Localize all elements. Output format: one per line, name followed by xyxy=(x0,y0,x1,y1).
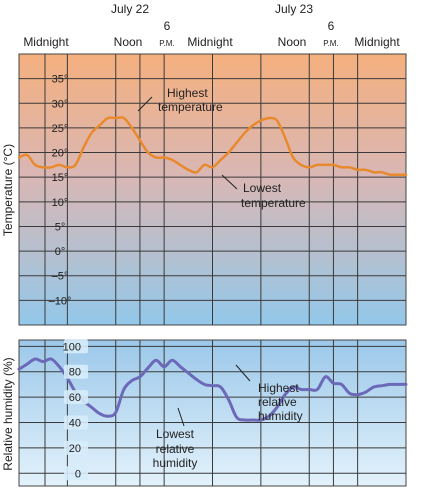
time-label-6pm-1-sub: P.M. xyxy=(159,39,174,48)
date-label-july-22: July 22 xyxy=(111,2,149,16)
annotation-lowest-humidity-leader xyxy=(177,407,185,427)
time-label-midnight-3: Midnight xyxy=(354,35,400,49)
time-label-midnight-1: Midnight xyxy=(23,35,69,49)
x-axis-header: July 22 July 23 Midnight Noon 6 P.M. Mid… xyxy=(23,2,400,49)
annotation-lowest-relative-humidity: Lowest relative humidity xyxy=(153,407,198,470)
time-label-6pm-2: 6 xyxy=(328,19,335,33)
tick-label-background xyxy=(64,339,88,354)
humidity-grid xyxy=(19,340,406,486)
annotation-lowest-temperature: Lowest temperature xyxy=(221,174,306,210)
time-label-noon-2: Noon xyxy=(278,35,307,49)
annotation-lowest-temperature-line-2: temperature xyxy=(241,196,306,210)
tick-label-background xyxy=(64,466,88,481)
temperature-panel: 35° 30° 25° 20° 15° 10° 5° 0° –5° –10° Temperatur… xyxy=(1,53,408,326)
y-tick-label: 0 xyxy=(75,468,81,480)
annotation-highest-temperature-leader xyxy=(137,96,153,112)
annotation-highest-humidity-line-3: humidity xyxy=(258,409,303,423)
annotation-lowest-humidity-line-2: relative xyxy=(156,442,195,456)
y-tick-label: 20 xyxy=(69,443,81,455)
annotation-highest-temperature: Highest temperature xyxy=(137,86,223,114)
annotation-highest-relative-humidity: Highest relative humidity xyxy=(235,364,303,423)
annotation-highest-humidity-line-1: Highest xyxy=(258,381,299,395)
y-tick-label: 100 xyxy=(63,341,81,353)
y-tick-label: 25° xyxy=(52,123,69,135)
tick-label-background xyxy=(64,364,88,379)
y-tick-label: 60 xyxy=(69,392,81,404)
annotation-lowest-humidity-line-1: Lowest xyxy=(156,427,195,441)
y-tick-label: 20° xyxy=(52,148,69,160)
y-tick-label: 15° xyxy=(52,172,69,184)
annotation-highest-temperature-line-2: temperature xyxy=(158,100,223,114)
annotation-lowest-temperature-line-1: Lowest xyxy=(243,181,282,195)
annotation-highest-humidity-leader xyxy=(235,364,251,382)
humidity-tick-labels: 100 80 60 40 20 0 xyxy=(63,339,88,481)
time-label-6pm-1: 6 xyxy=(164,19,171,33)
temperature-series-line xyxy=(17,116,408,177)
annotation-highest-humidity-line-2: relative xyxy=(258,395,297,409)
y-tick-label: 0° xyxy=(55,246,66,258)
time-label-midnight-2: Midnight xyxy=(187,35,233,49)
y-tick-label: 80 xyxy=(69,367,81,379)
y-tick-label: 40 xyxy=(69,418,81,430)
annotation-lowest-humidity-line-3: humidity xyxy=(153,456,198,470)
tick-label-background xyxy=(64,390,88,405)
temperature-y-axis-label: Temperature (°C) xyxy=(1,144,15,236)
y-tick-label: –10° xyxy=(49,295,72,307)
y-tick-label: –5° xyxy=(52,271,69,283)
y-tick-label: 35° xyxy=(52,74,69,86)
temperature-tick-labels: 35° 30° 25° 20° 15° 10° 5° 0° –5° –10° xyxy=(49,74,72,308)
y-tick-label: 10° xyxy=(52,197,69,209)
y-tick-label: 5° xyxy=(55,221,66,233)
time-label-noon-1: Noon xyxy=(114,35,143,49)
humidity-panel: Relative humidity (%) Lowest relative hu… xyxy=(1,339,408,487)
tick-label-background xyxy=(64,440,88,455)
tick-label-background xyxy=(64,415,88,430)
y-tick-label: 30° xyxy=(52,98,69,110)
humidity-y-axis-label: Relative humidity (%) xyxy=(1,357,15,470)
annotation-highest-temperature-line-1: Highest xyxy=(167,86,208,100)
time-label-6pm-2-sub: P.M. xyxy=(323,39,338,48)
annotation-lowest-temperature-leader xyxy=(221,174,238,190)
date-label-july-23: July 23 xyxy=(275,2,313,16)
temperature-grid xyxy=(19,54,406,325)
